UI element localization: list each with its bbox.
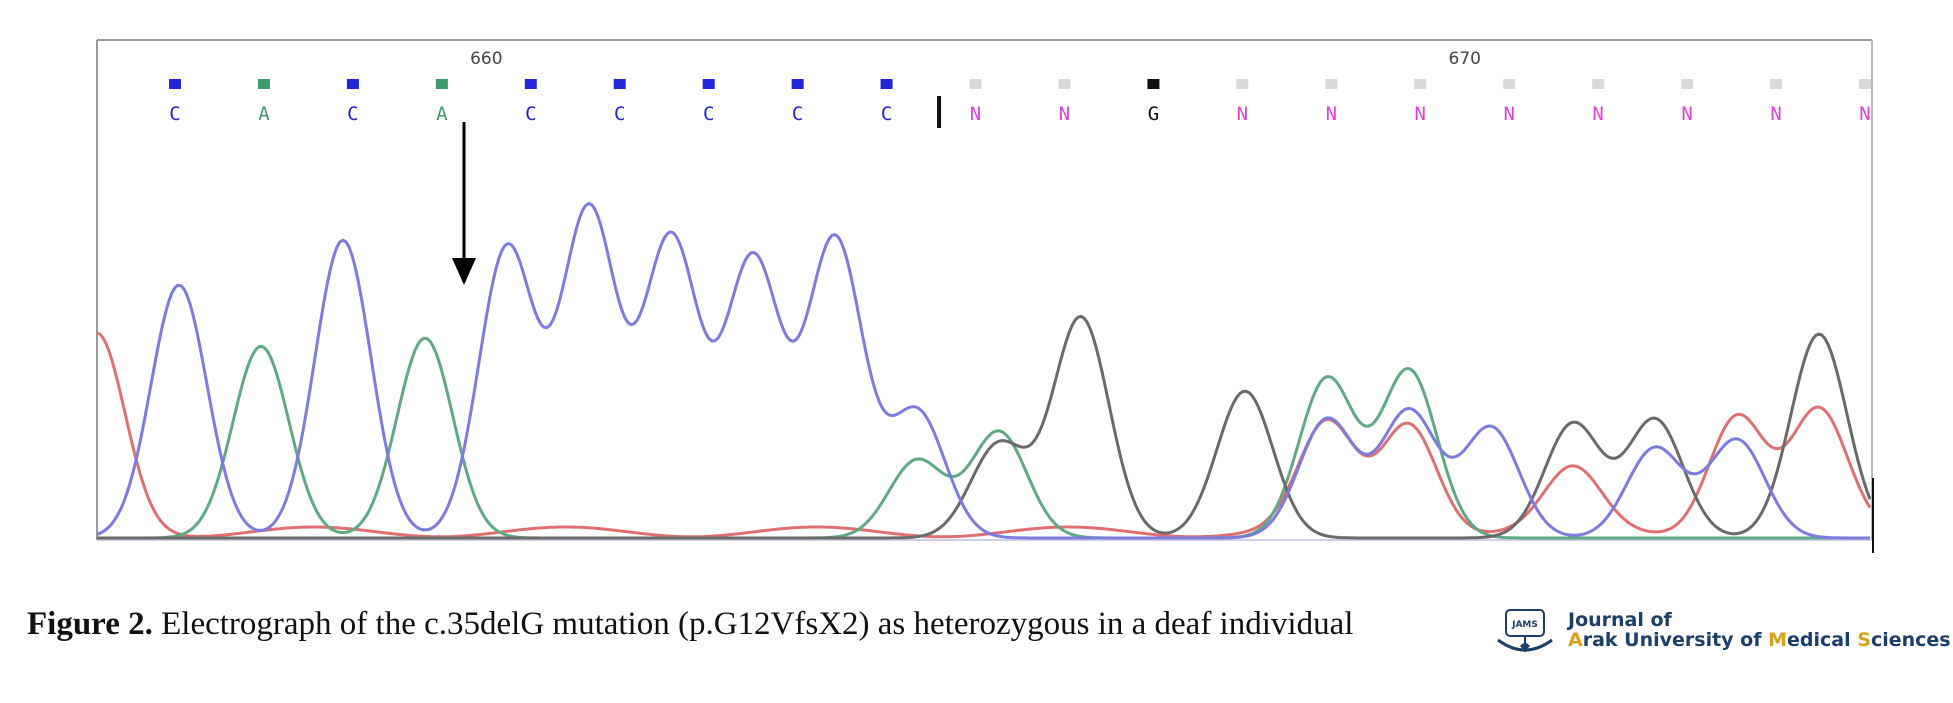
trace-G-line bbox=[97, 314, 1872, 540]
position-label: 660 bbox=[470, 49, 502, 69]
logo-text-part: edical bbox=[1787, 629, 1858, 651]
quality-bar bbox=[435, 79, 448, 89]
mutation-arrow-icon bbox=[452, 258, 476, 285]
quality-bar bbox=[880, 79, 893, 89]
base-call: C bbox=[614, 103, 625, 125]
base-call: C bbox=[881, 103, 892, 125]
quality-bar bbox=[613, 79, 626, 89]
quality-bar bbox=[1325, 79, 1338, 89]
base-call: N bbox=[1326, 103, 1337, 125]
base-call: N bbox=[1059, 103, 1070, 125]
base-call: C bbox=[525, 103, 536, 125]
journal-emblem-icon: JAMS bbox=[1497, 609, 1553, 652]
base-call: N bbox=[1592, 103, 1603, 125]
base-call: N bbox=[1415, 103, 1426, 125]
quality-bar bbox=[1503, 79, 1516, 89]
base-call: G bbox=[1148, 103, 1159, 125]
quality-bar bbox=[702, 79, 715, 89]
base-call: C bbox=[792, 103, 803, 125]
logo-badge-text: JAMS bbox=[1511, 620, 1538, 630]
figure-label: Figure 2. bbox=[27, 606, 153, 642]
quality-bar bbox=[1236, 79, 1249, 89]
base-call: A bbox=[436, 103, 448, 125]
quality-bar bbox=[969, 79, 982, 89]
logo-text-part: S bbox=[1857, 629, 1871, 651]
base-call: N bbox=[1503, 103, 1514, 125]
base-call: A bbox=[258, 103, 270, 125]
trace-T-line bbox=[96, 331, 1872, 539]
quality-bar bbox=[257, 79, 270, 89]
quality-bar bbox=[1058, 79, 1071, 89]
logo-text-part: M bbox=[1768, 629, 1788, 651]
figure-caption: Figure 2. Electrograph of the c.35delG m… bbox=[27, 606, 1353, 643]
quality-bar bbox=[524, 79, 537, 89]
figure-caption-text: Electrograph of the c.35delG mutation (p… bbox=[152, 606, 1354, 642]
quality-bar bbox=[346, 79, 359, 89]
quality-bar bbox=[1859, 79, 1871, 89]
logo-text-part: ciences bbox=[1870, 629, 1951, 651]
quality-bar bbox=[1414, 79, 1427, 89]
base-call: N bbox=[1237, 103, 1248, 125]
logo-text-part: A bbox=[1568, 629, 1583, 651]
base-call: C bbox=[347, 103, 358, 125]
base-call: N bbox=[970, 103, 981, 125]
journal-name: Journal of Arak University of Medical Sc… bbox=[1568, 610, 1951, 650]
journal-name-line2: Arak University of Medical Sciences bbox=[1568, 630, 1951, 650]
electropherogram-chart: 660 670 C A C A C C C C C N N G N N N N N N N N bbox=[96, 39, 1874, 553]
quality-bar bbox=[169, 79, 181, 89]
trace-A-line bbox=[97, 336, 1870, 540]
base-call: C bbox=[703, 103, 714, 125]
position-label: 670 bbox=[1449, 49, 1481, 69]
trace-C-line bbox=[96, 202, 1870, 540]
electropherogram-svg: 660 670 C A C A C C C C C N N G N N N N N N N N bbox=[96, 39, 1874, 553]
base-call: N bbox=[1681, 103, 1692, 125]
quality-bar bbox=[791, 79, 804, 89]
journal-logo: JAMS Journal of Arak University of Medic… bbox=[1490, 600, 1951, 660]
quality-bar bbox=[1681, 79, 1694, 89]
quality-bar bbox=[1592, 79, 1605, 89]
quality-bar bbox=[1770, 79, 1783, 89]
base-call: C bbox=[169, 103, 180, 125]
logo-text-part: rak University of bbox=[1582, 629, 1769, 651]
base-call: N bbox=[1770, 103, 1781, 125]
journal-name-line1: Journal of bbox=[1568, 609, 1672, 631]
quality-bar bbox=[1147, 79, 1160, 89]
base-call: N bbox=[1859, 103, 1870, 125]
